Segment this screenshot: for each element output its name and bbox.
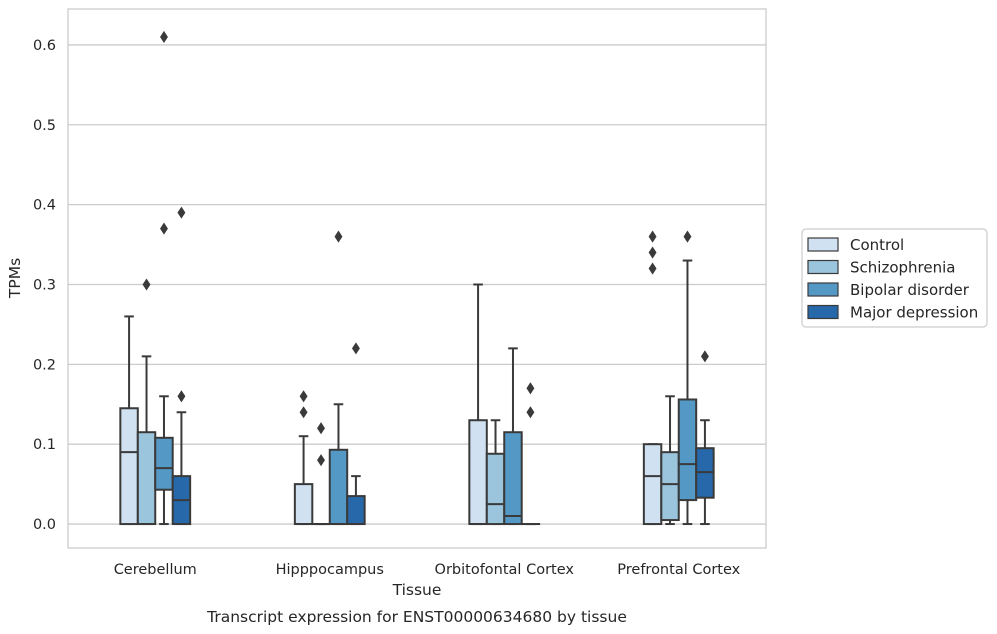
box-iqr [119, 407, 139, 526]
gridlines [68, 44, 766, 525]
box-iqr [346, 495, 366, 526]
y-tick-label: 0.0 [33, 517, 56, 533]
outlier-point [526, 382, 535, 395]
y-tick-label: 0.5 [33, 118, 56, 134]
outlier-point [299, 406, 308, 419]
legend-swatch [807, 304, 839, 320]
box-iqr [485, 452, 506, 526]
legend-swatch [807, 259, 839, 275]
outlier-point [317, 422, 325, 435]
y-tick-label: 0.6 [33, 38, 56, 54]
box-layer [119, 30, 715, 526]
outlier-point [160, 222, 168, 235]
box-group [328, 230, 349, 526]
box-group [485, 419, 506, 526]
box-group [346, 342, 366, 526]
box-iqr [503, 431, 523, 526]
legend-label: Bipolar disorder [850, 281, 970, 299]
legend-label: Control [850, 236, 904, 254]
legend: Control Schizophrenia Bipolar disorder Majo… [801, 228, 988, 328]
y-tick-label: 0.1 [33, 437, 56, 453]
outlier-point [648, 230, 657, 243]
box-group [293, 390, 314, 526]
box-group [660, 395, 680, 526]
box-group [695, 350, 715, 526]
box-iqr [293, 483, 314, 526]
outlier-point [142, 278, 151, 291]
x-tick-label: Cerebellum [114, 562, 197, 578]
legend-label: Major depression [850, 304, 978, 322]
outlier-point [648, 262, 657, 275]
box-group [171, 206, 192, 526]
y-axis-label: TPMs [6, 258, 24, 299]
x-tick-label: Prefrontal Cortex [617, 562, 740, 578]
y-tick-label: 0.4 [33, 198, 56, 214]
box-group [154, 30, 174, 526]
outlier-point [334, 230, 343, 243]
legend-swatch [807, 237, 839, 252]
box-iqr [642, 443, 663, 526]
outlier-point [160, 30, 168, 43]
legend-frame [801, 228, 988, 328]
box-iqr [660, 451, 680, 522]
outlier-point [683, 230, 692, 243]
chart-caption: Transcript expression for ENST0000063468… [206, 608, 627, 626]
legend-swatch [807, 282, 839, 297]
legend-label: Schizophrenia [850, 259, 955, 277]
box-group [677, 230, 698, 526]
box-iqr [677, 398, 698, 502]
x-tick-labels: Cerebellum Hipppocampus Orbitofontal Corte… [114, 562, 741, 578]
box-iqr [468, 419, 488, 526]
outlier-point [526, 406, 535, 419]
y-tick-labels: 0.0 0.1 0.2 0.3 0.4 0.5 0.6 [33, 38, 56, 533]
outlier-point [177, 390, 186, 403]
plot-frame [67, 8, 767, 549]
x-tick-label: Orbitofontal Cortex [435, 562, 575, 578]
box-group [468, 283, 488, 526]
box-iqr [136, 431, 157, 526]
box-group [119, 315, 139, 526]
box-group [520, 382, 541, 526]
box-group [311, 422, 331, 526]
y-tick-label: 0.2 [33, 357, 56, 373]
outlier-point [351, 342, 360, 355]
x-axis-label: Tissue [392, 581, 442, 599]
x-tick-label: Hipppocampus [276, 562, 384, 578]
box-group [136, 278, 157, 526]
box-group [503, 347, 523, 526]
box-group [642, 230, 663, 526]
outlier-point [299, 390, 308, 403]
y-tick-label: 0.3 [33, 277, 56, 293]
outlier-point [700, 350, 709, 363]
outlier-point [177, 206, 186, 219]
box-iqr [154, 436, 174, 491]
box-iqr [328, 448, 349, 526]
outlier-point [317, 454, 325, 467]
outlier-point [648, 246, 657, 259]
